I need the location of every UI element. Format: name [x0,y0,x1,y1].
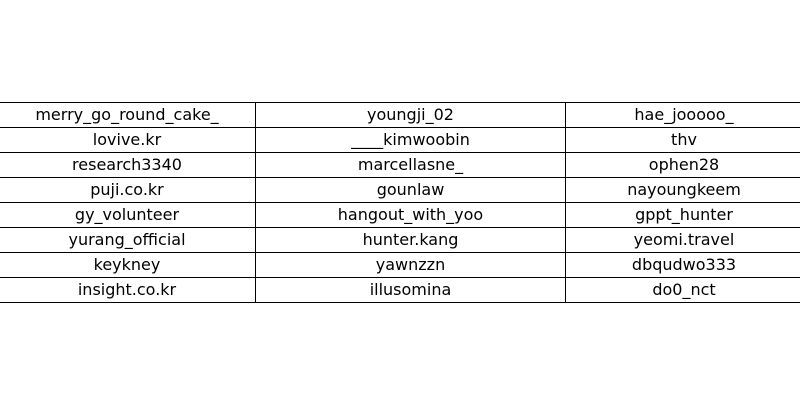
table-row: keykney yawnzzn dbqudwo333 [0,252,800,278]
table-row: research3340 marcellasne_ ophen28 [0,152,800,178]
table-row: merry_go_round_cake_ youngji_02 hae_jooooo… [0,102,800,128]
table-cell: insight.co.kr [0,277,256,303]
table-row: lovive.kr ____kimwoobin thv [0,127,800,153]
table-cell: hunter.kang [255,227,566,253]
table-cell: thv [565,127,800,153]
table-row: gy_volunteer hangout_with_yoo gppt_hunter [0,202,800,228]
table-cell: hangout_with_yoo [255,202,566,228]
table-row: puji.co.kr gounlaw nayoungkeem [0,177,800,203]
table-cell: ophen28 [565,152,800,178]
table-body: merry_go_round_cake_ youngji_02 hae_jooooo… [0,102,800,303]
table-cell: marcellasne_ [255,152,566,178]
table-cell: illusomina [255,277,566,303]
table-cell: nayoungkeem [565,177,800,203]
table-cell: yeomi.travel [565,227,800,253]
table-cell: gy_volunteer [0,202,256,228]
table-cell: youngji_02 [255,102,566,128]
table-cell: research3340 [0,152,256,178]
table-cell: yawnzzn [255,252,566,278]
table-row: insight.co.kr illusomina do0_nct [0,277,800,303]
table-cell: ____kimwoobin [255,127,566,153]
table-cell: do0_nct [565,277,800,303]
table-cell: hae_jooooo_ [565,102,800,128]
table-cell: lovive.kr [0,127,256,153]
table-row: yurang_official hunter.kang yeomi.travel [0,227,800,253]
table-cell: gppt_hunter [565,202,800,228]
table-cell: dbqudwo333 [565,252,800,278]
table-cell: keykney [0,252,256,278]
data-table: merry_go_round_cake_ youngji_02 hae_jooooo… [0,102,800,303]
table-cell: merry_go_round_cake_ [0,102,256,128]
table-cell: yurang_official [0,227,256,253]
table-cell: gounlaw [255,177,566,203]
table-cell: puji.co.kr [0,177,256,203]
data-table-container: merry_go_round_cake_ youngji_02 hae_jooooo… [0,102,800,303]
